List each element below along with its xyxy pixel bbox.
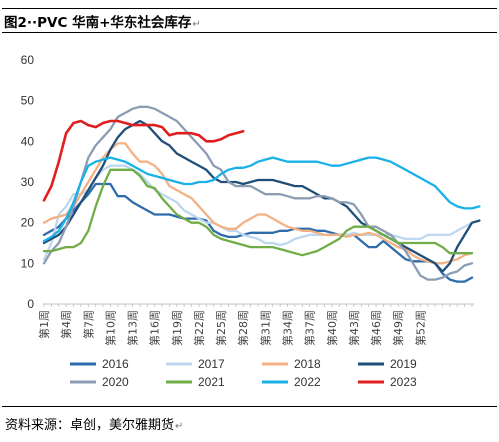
x-tick-label: 第31周 [258, 310, 272, 346]
x-tick-label: 第43周 [347, 310, 361, 346]
x-tick-label: 第37周 [303, 310, 317, 346]
series-line-2022 [42, 156, 481, 243]
x-tick-label: 第40周 [325, 310, 339, 346]
x-tick-label: 第34周 [281, 310, 295, 346]
series-line-2018 [42, 142, 474, 265]
y-tick-label: 30 [21, 175, 35, 189]
y-tick-label: 20 [21, 216, 35, 230]
x-tick-label: 第7周 [81, 310, 95, 339]
legend-label-2016: 2016 [102, 357, 129, 371]
x-tick-label: 第10周 [103, 310, 117, 346]
x-tick-label: 第4周 [59, 310, 73, 339]
top-rule [2, 8, 497, 9]
source-rule [2, 406, 497, 407]
legend-label-2022: 2022 [294, 375, 321, 389]
x-tick-label: 第46周 [369, 310, 383, 346]
series-line-2020 [42, 105, 474, 281]
series-line-2017 [42, 164, 474, 261]
series-line-2019 [42, 119, 481, 273]
source-note: 资料来源：卓创，美尔雅期货↵ [5, 418, 184, 433]
x-tick-label: 第49周 [391, 310, 405, 346]
legend-label-2020: 2020 [102, 375, 129, 389]
y-tick-label: 60 [21, 53, 35, 67]
y-tick-label: 10 [21, 256, 35, 270]
series-line-2016 [42, 182, 474, 283]
y-tick-label: 0 [27, 297, 34, 311]
legend: 2016 2017 2018 2019 2020 2021 2022 2023 [70, 357, 417, 389]
x-tick-label: 第13周 [126, 310, 140, 346]
series-line-2021 [42, 168, 474, 257]
legend-label-2019: 2019 [390, 357, 417, 371]
legend-label-2018: 2018 [294, 357, 321, 371]
x-tick-label: 第22周 [192, 310, 206, 346]
title-rule [2, 32, 497, 33]
x-axis: 第1周 第4周 第7周 第10周 第13周 第16周 第19周 第22周 第25周 第28周 第31… [37, 303, 474, 346]
plot-area [42, 105, 481, 283]
x-tick-label: 第25周 [214, 310, 228, 346]
x-tick-label: 第16周 [148, 310, 162, 346]
paragraph-mark: ↵ [175, 421, 184, 432]
x-tick-label: 第1周 [37, 310, 51, 339]
x-tick-label: 第52周 [413, 310, 427, 346]
x-tick-label: 第28周 [236, 310, 250, 346]
series-line-2023 [42, 119, 245, 202]
y-tick-label: 40 [21, 134, 35, 148]
y-tick-label: 50 [21, 94, 35, 108]
paragraph-mark: ↵ [192, 19, 201, 30]
legend-label-2023: 2023 [390, 375, 417, 389]
y-axis: 0 10 20 30 40 50 60 [21, 53, 35, 311]
figure-title: 图2··PVC 华南+华东社会库存↵ [4, 15, 201, 31]
legend-label-2017: 2017 [198, 357, 225, 371]
x-tick-label: 第19周 [170, 310, 184, 346]
legend-label-2021: 2021 [198, 375, 225, 389]
